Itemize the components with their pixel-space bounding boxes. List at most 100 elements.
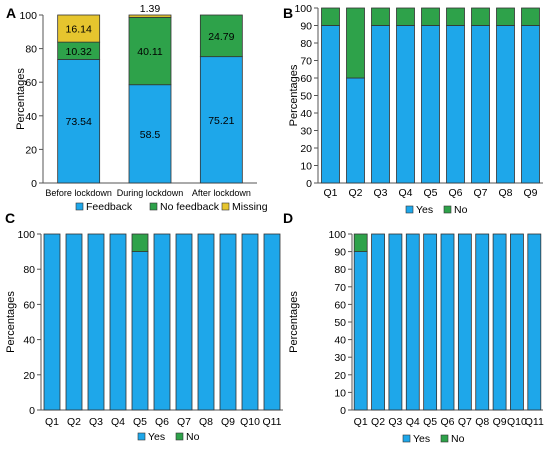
data-label: 58.5	[140, 129, 161, 141]
x-tick-label: Q3	[89, 416, 103, 428]
legend-label: Yes	[416, 204, 433, 216]
x-tick-label: Q6	[440, 416, 454, 428]
y-tick-label: 80	[334, 264, 346, 276]
x-tick-label: Q3	[373, 187, 387, 199]
x-tick-label: Q5	[423, 416, 437, 428]
x-tick-label: Before lockdown	[45, 188, 112, 198]
bar-segment-yes	[423, 233, 438, 411]
x-tick-label: Q1	[45, 416, 59, 428]
y-tick-label: 0	[306, 178, 312, 190]
y-axis-title: Percentages	[288, 64, 300, 126]
x-tick-label: Q7	[177, 416, 191, 428]
y-tick-label: 100	[328, 229, 346, 241]
bar-segment-yes	[197, 233, 215, 411]
y-tick-label: 60	[334, 299, 346, 311]
y-tick-label: 100	[19, 10, 37, 22]
x-tick-label: Q8	[199, 416, 213, 428]
bar-segment-missing	[57, 14, 101, 43]
x-tick-label: Q7	[458, 416, 472, 428]
legend-label: Feedback	[86, 201, 133, 213]
x-tick-label: Q2	[67, 416, 81, 428]
legend-swatch	[175, 432, 184, 441]
x-tick-label: Q10	[240, 416, 260, 428]
legend-swatch	[440, 434, 449, 443]
data-label: 24.79	[208, 31, 234, 43]
chart-panel-d: D Percentages 0 10 20 30 40 50 60 70 80 90 100 Q1 Q2 Q3…	[283, 210, 544, 445]
y-tick-label: 70	[334, 282, 346, 294]
x-tick-label: Q8	[498, 187, 512, 199]
data-label: 16.14	[66, 24, 92, 36]
bar-segment-feedback	[199, 56, 243, 184]
x-tick-label: Q7	[473, 187, 487, 199]
legend-swatch	[137, 432, 146, 441]
legend-label: Yes	[148, 431, 165, 443]
bar-segment-yes	[153, 233, 171, 411]
x-tick-label: Q9	[221, 416, 235, 428]
y-tick-label: 90	[334, 247, 346, 259]
bar-segment-yes	[131, 251, 149, 411]
x-tick-label: Q8	[475, 416, 489, 428]
bar-segment-no	[131, 233, 149, 253]
bar-segment-yes	[87, 233, 105, 411]
y-tick-label: 40	[334, 335, 346, 347]
x-tick-label: Q4	[406, 416, 420, 428]
y-tick-label: 50	[334, 317, 346, 329]
bar-segment-no	[496, 7, 515, 26]
bar-segment-yes	[109, 233, 127, 411]
data-label: 40.11	[137, 46, 163, 58]
bar-segment-yes	[263, 233, 281, 411]
x-tick-label: After lockdown	[192, 188, 251, 198]
x-tick-label: Q1	[354, 416, 368, 428]
bar-segment-no	[346, 7, 365, 79]
bar-segment-yes	[492, 233, 507, 411]
x-tick-label: Q10	[507, 416, 527, 428]
bar-segment-yes	[219, 233, 237, 411]
bar-segment-yes	[440, 233, 455, 411]
y-tick-label: 90	[300, 21, 312, 33]
legend-swatch	[402, 434, 411, 443]
data-label: 1.39	[140, 3, 161, 15]
bar-segment-no	[353, 233, 368, 253]
bar-segment-no	[471, 7, 490, 26]
bar-segment-no	[521, 7, 540, 26]
legend-label: No feedback	[160, 201, 220, 213]
legend-swatch	[443, 205, 452, 214]
bar-segment-no	[371, 7, 390, 26]
y-tick-label: 60	[300, 73, 312, 85]
y-tick-label: 30	[334, 352, 346, 364]
bar-segment-yes	[175, 233, 193, 411]
x-tick-label: Q9	[523, 187, 537, 199]
bar-segment-yes	[471, 25, 490, 184]
y-tick-label: 10	[334, 387, 346, 399]
chart-panel-c: C Percentages 0 20 40 60 80 100 Q1 Q2 Q3 Q4 Q5 Q6 Q7 Q8…	[5, 210, 283, 443]
bar-segment-no	[321, 7, 340, 26]
y-tick-label: 80	[23, 264, 35, 276]
y-axis-title: Percentages	[288, 291, 300, 353]
y-tick-label: 10	[300, 161, 312, 173]
x-tick-label: Q9	[493, 416, 507, 428]
bar-segment-yes	[496, 25, 515, 184]
bar-segment-yes	[405, 233, 420, 411]
y-tick-label: 0	[29, 405, 35, 417]
y-tick-label: 60	[25, 77, 37, 89]
panel-label: D	[283, 210, 293, 226]
bar-segment-yes	[43, 233, 61, 411]
bar-segment-yes	[510, 233, 524, 411]
y-tick-label: 50	[300, 91, 312, 103]
legend-swatch	[221, 202, 230, 211]
y-tick-label: 80	[300, 38, 312, 50]
legend-swatch	[405, 205, 414, 214]
y-tick-label: 0	[31, 178, 37, 190]
bar-segment-no-feedback	[199, 14, 243, 58]
bar-segment-yes	[346, 77, 365, 184]
x-tick-label: Q6	[155, 416, 169, 428]
x-tick-label: Q1	[323, 187, 337, 199]
legend-swatch	[75, 202, 84, 211]
bar-segment-no	[421, 7, 440, 26]
x-tick-label: Q11	[525, 416, 544, 428]
legend-label: No	[454, 204, 468, 216]
y-axis-title: Percentages	[5, 291, 17, 353]
y-tick-label: 20	[334, 370, 346, 382]
y-axis-title: Percentages	[15, 68, 27, 130]
